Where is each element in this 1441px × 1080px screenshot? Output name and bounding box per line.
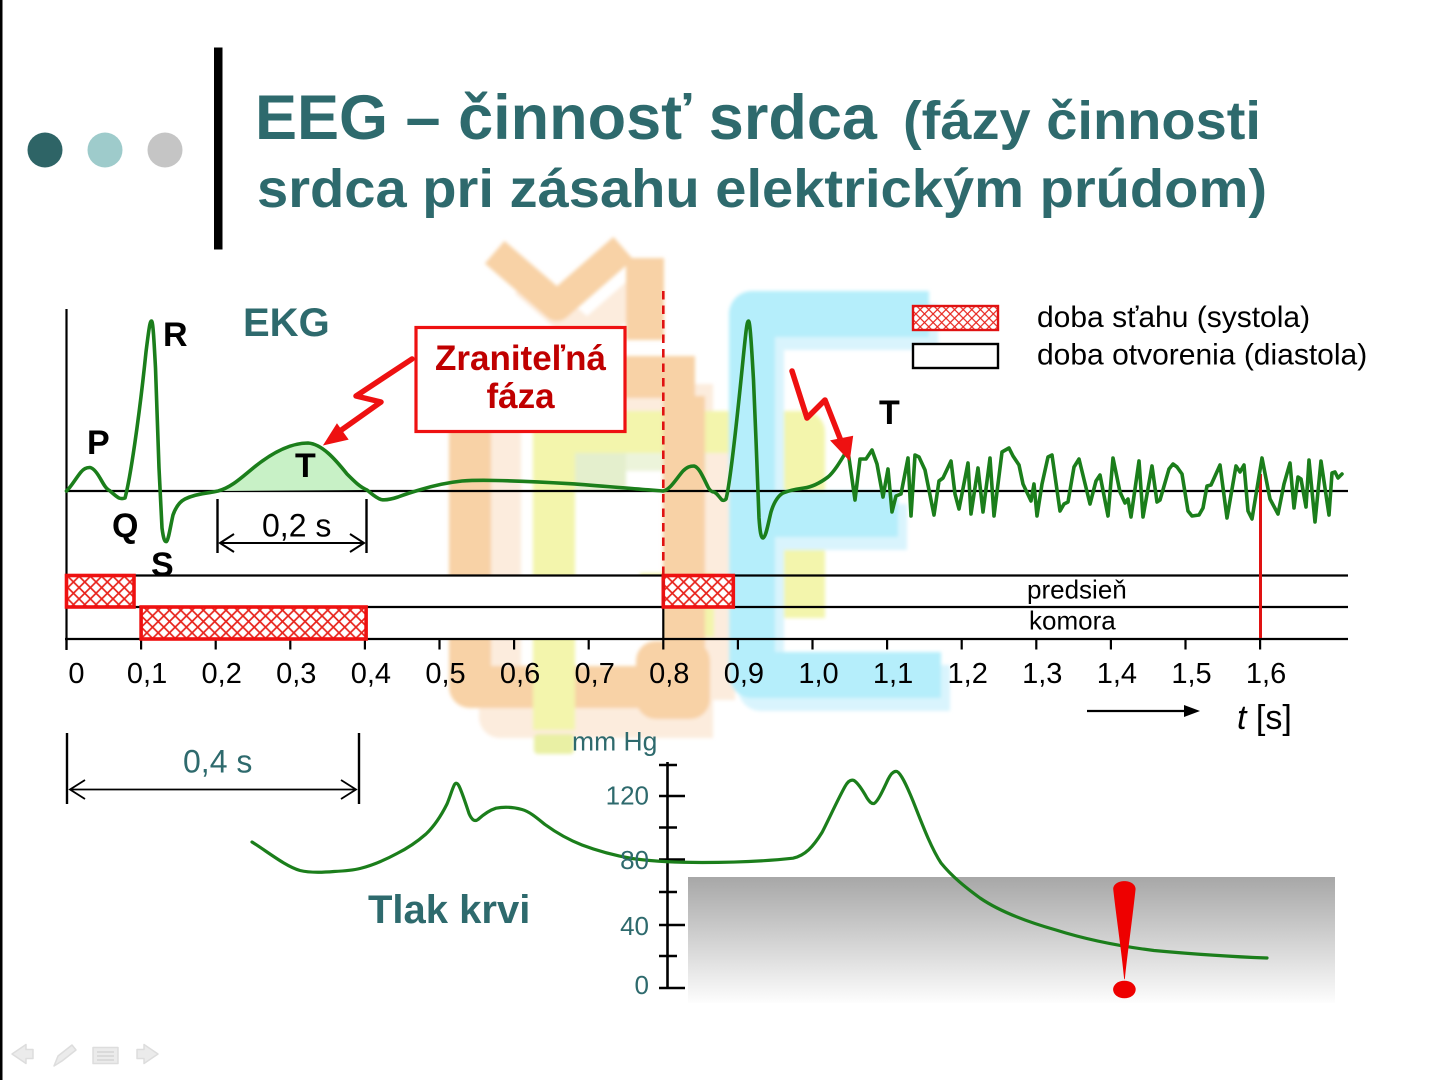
svg-text:komora: komora [1029,606,1116,636]
svg-text:0,3: 0,3 [276,658,316,690]
svg-text:T: T [879,394,900,432]
svg-text:predsieň: predsieň [1027,575,1127,605]
svg-text:0,2 s: 0,2 s [262,508,331,544]
svg-text:0,4: 0,4 [351,658,391,690]
svg-text:(fázy činnosti: (fázy činnosti [903,91,1261,151]
svg-text:0,1: 0,1 [127,658,167,690]
svg-text:1,1: 1,1 [873,658,913,690]
svg-text:1,5: 1,5 [1171,658,1211,690]
svg-text:R: R [163,316,188,354]
svg-text:0,7: 0,7 [575,658,615,690]
svg-text:Tlak krvi: Tlak krvi [368,888,530,932]
svg-text:0,4 s: 0,4 s [183,744,252,780]
svg-text:doba sťahu (systola): doba sťahu (systola) [1037,301,1310,334]
svg-text:fáza: fáza [486,377,555,416]
svg-text:120: 120 [606,781,649,811]
svg-text:1,6: 1,6 [1246,658,1286,690]
svg-text:doba otvorenia (diastola): doba otvorenia (diastola) [1037,339,1367,372]
svg-text:srdca pri zásahu elektrickým p: srdca pri zásahu elektrickým prúdom) [257,159,1267,219]
svg-text:1,4: 1,4 [1097,658,1137,690]
svg-text:EEG – činnosť srdca: EEG – činnosť srdca [255,83,878,153]
svg-text:t [s]: t [s] [1237,699,1292,737]
svg-text:1,2: 1,2 [948,658,988,690]
svg-text:EKG: EKG [243,301,330,345]
svg-text:80: 80 [620,845,649,875]
svg-text:P: P [87,424,110,462]
svg-text:0,8: 0,8 [649,658,689,690]
svg-text:mm Hg: mm Hg [572,727,657,757]
svg-text:0,2: 0,2 [202,658,242,690]
svg-text:0,9: 0,9 [724,658,764,690]
svg-text:0: 0 [635,970,649,1000]
svg-text:T: T [295,447,316,485]
svg-text:40: 40 [620,911,649,941]
svg-text:Zraniteľná: Zraniteľná [435,339,607,378]
svg-text:0,5: 0,5 [425,658,465,690]
svg-text:0: 0 [68,658,84,690]
svg-text:S: S [151,546,174,584]
svg-text:Q: Q [112,507,138,545]
svg-text:0,6: 0,6 [500,658,540,690]
svg-text:1,0: 1,0 [798,658,838,690]
svg-text:1,3: 1,3 [1022,658,1062,690]
